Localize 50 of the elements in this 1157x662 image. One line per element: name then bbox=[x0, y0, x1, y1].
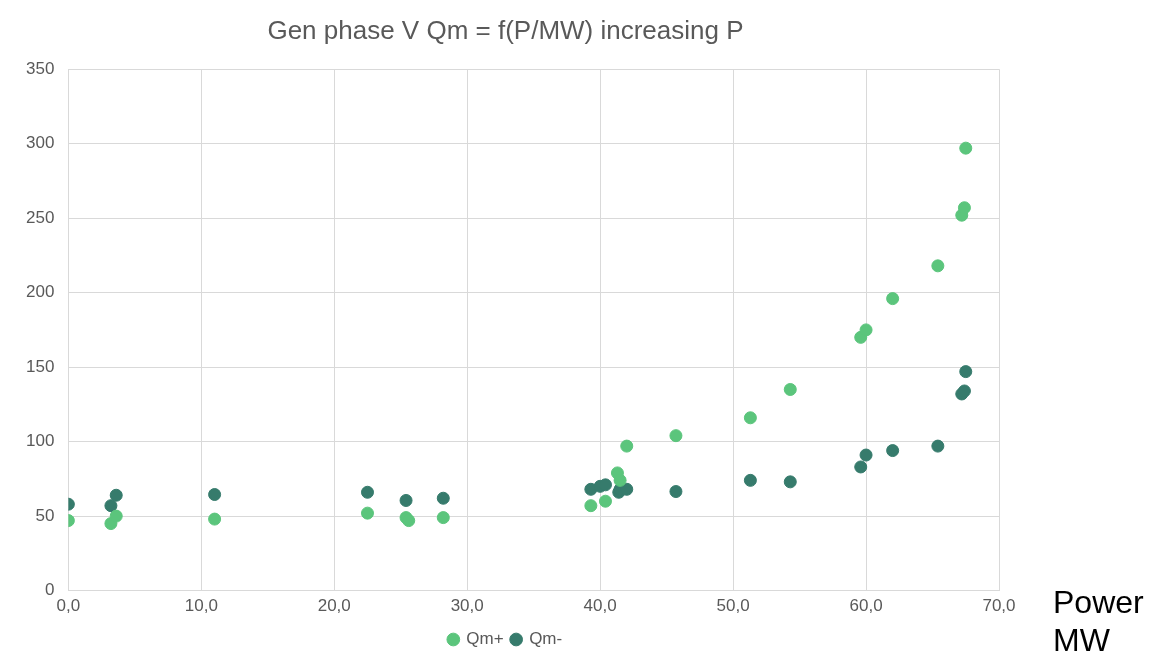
point bbox=[886, 444, 900, 458]
point bbox=[743, 411, 757, 425]
y-tick-label: 300 bbox=[25, 133, 55, 153]
x-axis-title: Power MW bbox=[1053, 584, 1145, 659]
point bbox=[109, 488, 123, 502]
point bbox=[613, 473, 627, 487]
x-tick-label: 40,0 bbox=[583, 596, 617, 616]
x-tick-label: 0,0 bbox=[56, 596, 81, 616]
point bbox=[436, 511, 450, 525]
x-tick-label: 60,0 bbox=[849, 596, 883, 616]
point bbox=[361, 485, 374, 499]
legend-label: Qm- bbox=[529, 629, 563, 649]
point bbox=[959, 141, 973, 155]
point bbox=[104, 499, 118, 513]
x-tick-label: 50,0 bbox=[716, 596, 750, 616]
y-tick-label: 350 bbox=[25, 58, 55, 78]
point bbox=[620, 439, 634, 453]
point bbox=[584, 499, 598, 513]
y-tick-label: 50 bbox=[35, 505, 55, 525]
x-tick-label: 30,0 bbox=[450, 596, 484, 616]
chart-title: Gen phase V Qm = f(P/MW) increasing P bbox=[267, 14, 744, 45]
y-tick-label: 150 bbox=[25, 356, 55, 376]
point bbox=[208, 488, 222, 502]
point bbox=[854, 460, 868, 474]
point bbox=[859, 323, 873, 337]
point bbox=[598, 494, 612, 508]
point bbox=[783, 382, 797, 396]
point bbox=[436, 491, 450, 505]
y-tick-label: 100 bbox=[25, 431, 55, 451]
point bbox=[361, 506, 374, 520]
x-tick-label: 10,0 bbox=[184, 596, 218, 616]
point bbox=[399, 493, 413, 507]
legend-label: Qm+ bbox=[466, 629, 504, 649]
x-tick-label: 20,0 bbox=[317, 596, 351, 616]
y-tick-label: 200 bbox=[25, 282, 55, 302]
point bbox=[743, 473, 757, 487]
point bbox=[208, 512, 222, 526]
point bbox=[669, 485, 683, 499]
point bbox=[783, 475, 797, 489]
x-tick-label: 70,0 bbox=[982, 596, 1016, 616]
point bbox=[109, 509, 123, 523]
point bbox=[931, 439, 945, 453]
point bbox=[957, 201, 971, 215]
point bbox=[959, 365, 973, 379]
point bbox=[931, 259, 945, 273]
point bbox=[886, 292, 900, 306]
y-tick-label: 250 bbox=[25, 207, 55, 227]
point bbox=[669, 429, 683, 443]
y-tick-label: 0 bbox=[44, 580, 55, 600]
point bbox=[859, 448, 873, 462]
